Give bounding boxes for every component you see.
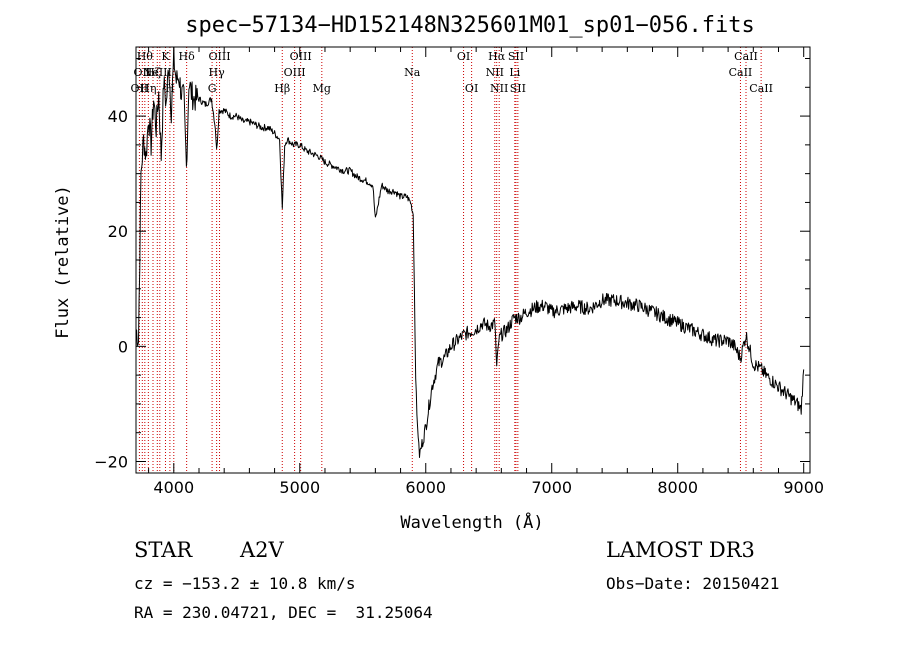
axis-ticks: 4000 5000 6000 7000 8000 9000 −20 0 20 40 [94, 47, 824, 497]
x-tick-label: 5000 [279, 478, 320, 497]
line-marker-label: Mg [313, 82, 331, 95]
line-marker-label: CaII [749, 82, 773, 95]
line-marker-label: Li [509, 66, 520, 79]
coordinates: RA = 230.04721, DEC = 31.25064 [134, 603, 433, 622]
line-marker-label: NII [490, 82, 508, 95]
line-marker-label: OI [465, 82, 478, 95]
spectrum-line [135, 46, 805, 458]
y-axis-title: Flux (relative) [53, 185, 73, 339]
line-marker-label: SII [508, 50, 524, 63]
line-marker-label: Hθ [137, 50, 154, 63]
line-marker-label: OII [133, 66, 151, 79]
line-marker-label: OIII [208, 50, 230, 63]
line-marker-label: K [161, 50, 170, 63]
line-marker-label: G [208, 82, 217, 95]
line-markers [138, 47, 762, 473]
y-tick-label: −20 [94, 452, 128, 471]
line-marker-label: OII [131, 82, 149, 95]
y-tick-label: 0 [118, 337, 128, 356]
line-marker-labels: OIIOIIHθHηHζNeIIIKHHδGHγOIIIHβOIIIOIIIMg… [131, 50, 773, 95]
x-tick-label: 7000 [531, 478, 572, 497]
line-marker-label: Hη [140, 82, 156, 95]
survey-name: LAMOST DR3 [606, 538, 755, 562]
x-tick-label: 9000 [783, 478, 824, 497]
x-tick-label: 4000 [153, 478, 194, 497]
line-marker-label: Hδ [179, 50, 196, 63]
line-marker-label: Hζ [145, 66, 161, 79]
y-tick-label: 40 [108, 107, 128, 126]
line-marker-label: OI [457, 50, 470, 63]
line-marker-label: Hα [488, 50, 506, 63]
y-tick-label: 20 [108, 222, 128, 241]
line-marker-label: OIII [284, 66, 306, 79]
line-marker-label: NII [486, 66, 504, 79]
observation-date: Obs−Date: 20150421 [606, 574, 780, 593]
plot-frame [135, 46, 811, 474]
line-marker-label: Hβ [274, 82, 290, 95]
line-marker-label: NeIII [143, 66, 172, 79]
chart-title: spec−57134−HD152148N325601M01_sp01−056.f… [185, 13, 755, 38]
line-marker-label: CaII [734, 50, 758, 63]
object-class: STAR [134, 538, 193, 562]
line-marker-label: SII [510, 82, 526, 95]
line-marker-label: Hγ [209, 66, 226, 79]
line-marker-label: CaII [729, 66, 753, 79]
object-subclass: A2V [240, 538, 284, 562]
x-tick-label: 6000 [405, 478, 446, 497]
x-axis-title: Wavelength (Å) [400, 511, 543, 533]
x-tick-label: 8000 [657, 478, 698, 497]
line-marker-label: OIII [290, 50, 312, 63]
redshift-value: cz = −153.2 ± 10.8 km/s [134, 574, 356, 593]
line-marker-label: Na [404, 66, 421, 79]
